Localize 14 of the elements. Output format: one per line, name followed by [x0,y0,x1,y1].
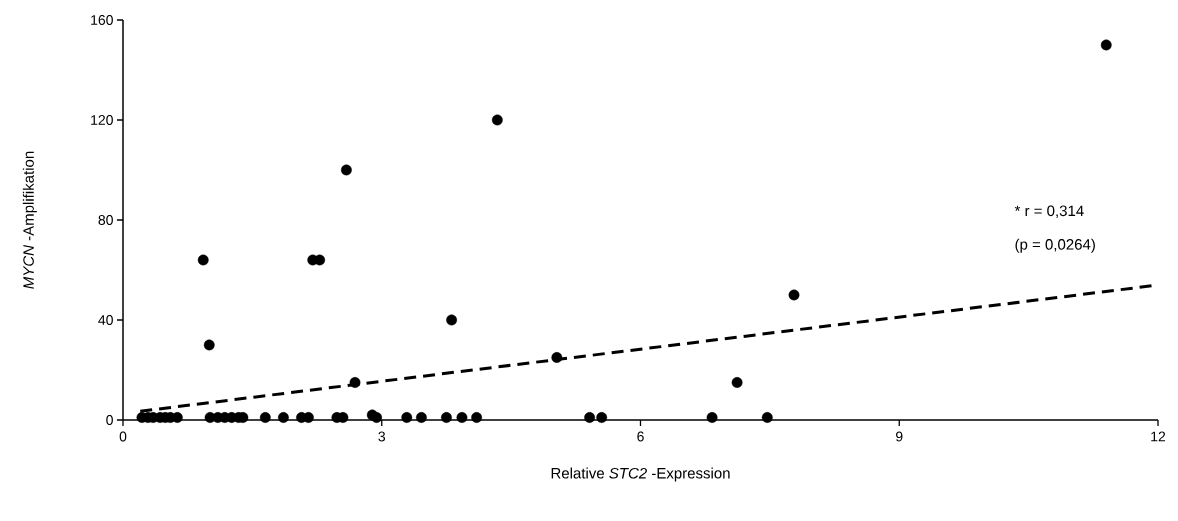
annotation: (p = 0,0264) [1015,238,1095,253]
y-tick-label: 120 [91,115,113,125]
y-tick-label: 40 [98,315,113,325]
x-tick-label: 12 [1151,431,1166,442]
y-tick-label: 0 [106,415,113,425]
x-axis-title: Relative STC2 -Expression [551,467,730,482]
y-axis-title: MYCN -Amplifikation [22,151,37,289]
y-tick-label: 160 [91,15,113,25]
x-tick-label: 0 [119,431,127,442]
x-tick-label: 9 [896,431,903,442]
x-tick-label: 3 [378,431,386,442]
annotation: * r = 0,314 [1014,205,1084,218]
y-tick-label: 80 [98,215,113,225]
x-tick-label: 6 [637,431,644,442]
